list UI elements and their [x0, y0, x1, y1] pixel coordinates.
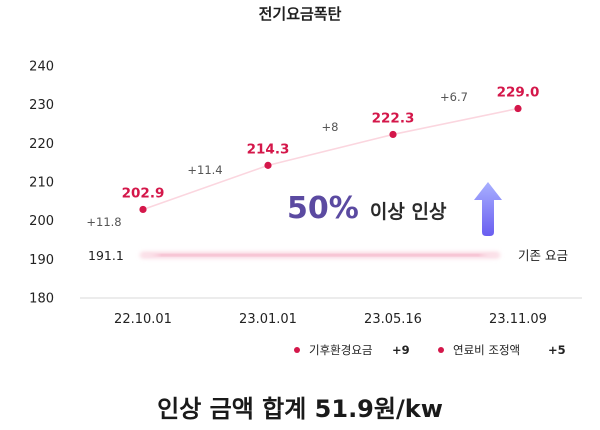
legend-label: 연료비 조정액: [453, 343, 520, 357]
legend-item-fuel: 연료비 조정액 +5: [438, 343, 566, 357]
data-point: [514, 104, 522, 113]
series-points: [139, 104, 522, 214]
legend: 기후환경요금 +9 연료비 조정액 +5: [294, 343, 566, 357]
data-value-label: 229.0: [497, 85, 540, 101]
legend-item-climate: 기후환경요금 +9: [294, 343, 410, 357]
arrow-up-icon: [474, 182, 502, 236]
delta-labels: +11.8 +11.4 +8 +6.7: [86, 90, 468, 229]
data-point: [139, 205, 147, 214]
y-tick-label: 220: [29, 137, 54, 152]
legend-label: 기후환경요금: [309, 343, 372, 357]
summary-text: 인상 금액 합계 51.9원/kw: [157, 395, 443, 423]
x-tick-label: 23.05.16: [364, 312, 422, 327]
increase-percent: 50%: [287, 191, 359, 226]
x-tick-label: 23.11.09: [489, 312, 547, 327]
x-axis: 22.10.01 23.01.01 23.05.16 23.11.09: [114, 312, 547, 327]
increase-highlight: 50% 이상 인상: [287, 182, 502, 236]
data-point: [389, 130, 397, 139]
y-tick-label: 200: [29, 214, 54, 229]
baseline-bar: [140, 253, 500, 257]
y-tick-label: 240: [29, 60, 54, 75]
series-line: [142, 107, 519, 211]
baseline-value-label: 191.1: [88, 248, 124, 263]
y-axis: 180 190 200 210 220 230 240: [29, 60, 54, 307]
y-tick-label: 180: [29, 292, 54, 307]
data-value-label: 202.9: [122, 185, 165, 201]
svg-text:50% 이상 인상: 50% 이상 인상: [287, 191, 447, 226]
increase-text: 이상 인상: [370, 201, 447, 223]
y-tick-label: 210: [29, 176, 54, 191]
x-tick-label: 23.01.01: [239, 312, 297, 327]
legend-value: +9: [392, 343, 410, 357]
data-value-label: 222.3: [372, 110, 415, 126]
value-labels: 202.9 214.3 222.3 229.0: [122, 85, 540, 202]
legend-value: +5: [548, 343, 566, 357]
chart-title: 전기요금폭탄: [259, 5, 342, 23]
legend-dot: [294, 347, 300, 353]
y-tick-label: 190: [29, 253, 54, 268]
delta-label: +6.7: [440, 90, 468, 104]
delta-label: +8: [322, 120, 339, 134]
data-value-label: 214.3: [247, 141, 290, 157]
data-point: [264, 161, 272, 169]
delta-label: +11.4: [187, 163, 222, 177]
y-tick-label: 230: [29, 98, 54, 113]
legend-dot: [438, 347, 444, 353]
baseline-label: 기존 요금: [518, 248, 568, 263]
x-tick-label: 22.10.01: [114, 312, 172, 327]
delta-label: +11.8: [86, 215, 121, 229]
baseline: 191.1 기존 요금: [88, 248, 568, 263]
